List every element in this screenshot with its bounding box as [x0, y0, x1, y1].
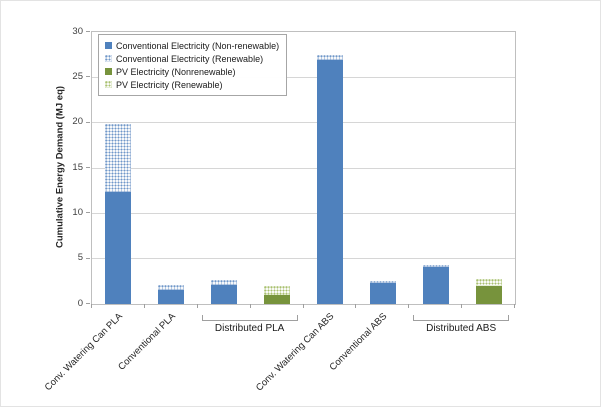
y-tick-label-30: 30: [72, 25, 83, 37]
legend-label: PV Electricity (Nonrenewable): [116, 66, 236, 77]
bar-segment: [211, 284, 238, 304]
bar-segment: [264, 286, 291, 295]
legend-entry: Conventional Electricity (Renewable): [105, 52, 279, 65]
y-tick-mark: [86, 76, 90, 78]
x-tick-label: Conv. Watering Can PLA: [43, 311, 126, 394]
legend: Conventional Electricity (Non-renewable)…: [98, 34, 288, 96]
legend-label: Conventional Electricity (Renewable): [116, 53, 264, 64]
group-bracket: [201, 315, 298, 321]
x-tick-mark: [514, 304, 515, 308]
group-label: Distributed PLA: [214, 323, 285, 334]
y-tick-label-20: 20: [72, 116, 83, 128]
bar-segment: [211, 280, 238, 285]
gridline-y-5: [92, 258, 515, 260]
bar-segment: [369, 283, 396, 304]
legend-swatch-icon: [105, 55, 112, 62]
legend-entry: PV Electricity (Nonrenewable): [105, 65, 279, 78]
bar-segment: [475, 286, 502, 304]
x-tick-mark: [461, 304, 463, 308]
bar-segment: [158, 289, 185, 304]
y-tick-label-15: 15: [72, 161, 83, 173]
x-tick-label: Conventional ABS: [327, 311, 390, 373]
bar-segment: [422, 265, 449, 267]
x-tick-mark: [408, 304, 410, 308]
bar-segment: [105, 191, 132, 304]
x-tick-mark: [249, 304, 251, 308]
gridline-y-10: [92, 212, 515, 214]
y-tick-label-0: 0: [77, 297, 83, 309]
gridline-y-15: [92, 167, 515, 169]
legend-swatch-icon: [105, 42, 112, 49]
y-tick-mark: [86, 212, 90, 214]
y-tick-label-5: 5: [77, 252, 83, 264]
y-tick-mark: [86, 121, 90, 123]
y-tick-label-10: 10: [72, 206, 83, 218]
x-tick-mark: [355, 304, 357, 308]
bar-segment: [475, 278, 502, 287]
gridline-y-25: [92, 76, 515, 78]
y-tick-mark: [86, 31, 90, 32]
bar-segment: [369, 281, 396, 284]
y-tick-mark: [86, 257, 90, 259]
bar-segment: [316, 55, 343, 61]
x-tick-mark: [143, 304, 145, 308]
group-label: Distributed ABS: [426, 323, 497, 334]
bar-segment: [158, 285, 185, 290]
bar-segment: [316, 60, 343, 304]
x-tick-mark: [196, 304, 198, 308]
x-tick-mark: [91, 304, 92, 308]
legend-entry: PV Electricity (Renewable): [105, 78, 279, 91]
legend-swatch-icon: [105, 68, 112, 75]
y-tick-label-25: 25: [72, 70, 83, 82]
plot-area: [91, 31, 516, 305]
legend-label: PV Electricity (Renewable): [116, 79, 223, 90]
x-tick-label: Conventional PLA: [116, 311, 179, 373]
group-bracket: [413, 315, 509, 321]
legend-swatch-icon: [105, 81, 112, 88]
bar-segment: [422, 266, 449, 304]
x-tick-mark: [302, 304, 304, 308]
gridline-y-20: [92, 122, 515, 124]
legend-label: Conventional Electricity (Non-renewable): [116, 40, 280, 51]
bar-segment: [264, 294, 291, 304]
bar-segment: [105, 123, 132, 192]
y-tick-mark: [86, 303, 90, 304]
legend-entry: Conventional Electricity (Non-renewable): [105, 39, 279, 52]
y-tick-mark: [86, 167, 90, 168]
